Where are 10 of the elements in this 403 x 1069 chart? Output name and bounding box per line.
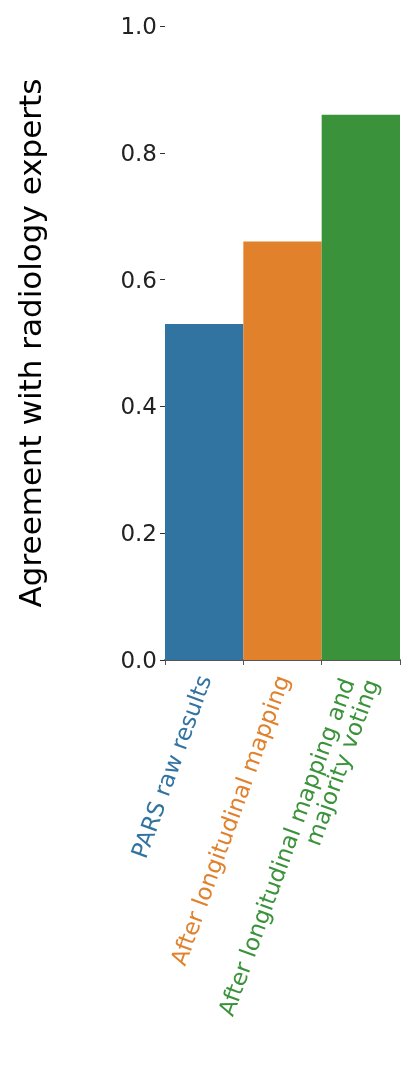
y-tick-label: 0.0 [120,647,157,673]
bar [165,323,244,660]
y-tick-label: 0.8 [120,139,157,166]
y-tick-label: 0.6 [120,266,157,293]
y-tick-label: 0.2 [120,520,157,547]
bar [321,114,400,660]
y-axis-title: Agreement with radiology experts [11,78,48,608]
y-tick-label: 0.4 [120,393,157,420]
bar [243,241,322,660]
y-tick-label: 1.0 [120,13,157,39]
